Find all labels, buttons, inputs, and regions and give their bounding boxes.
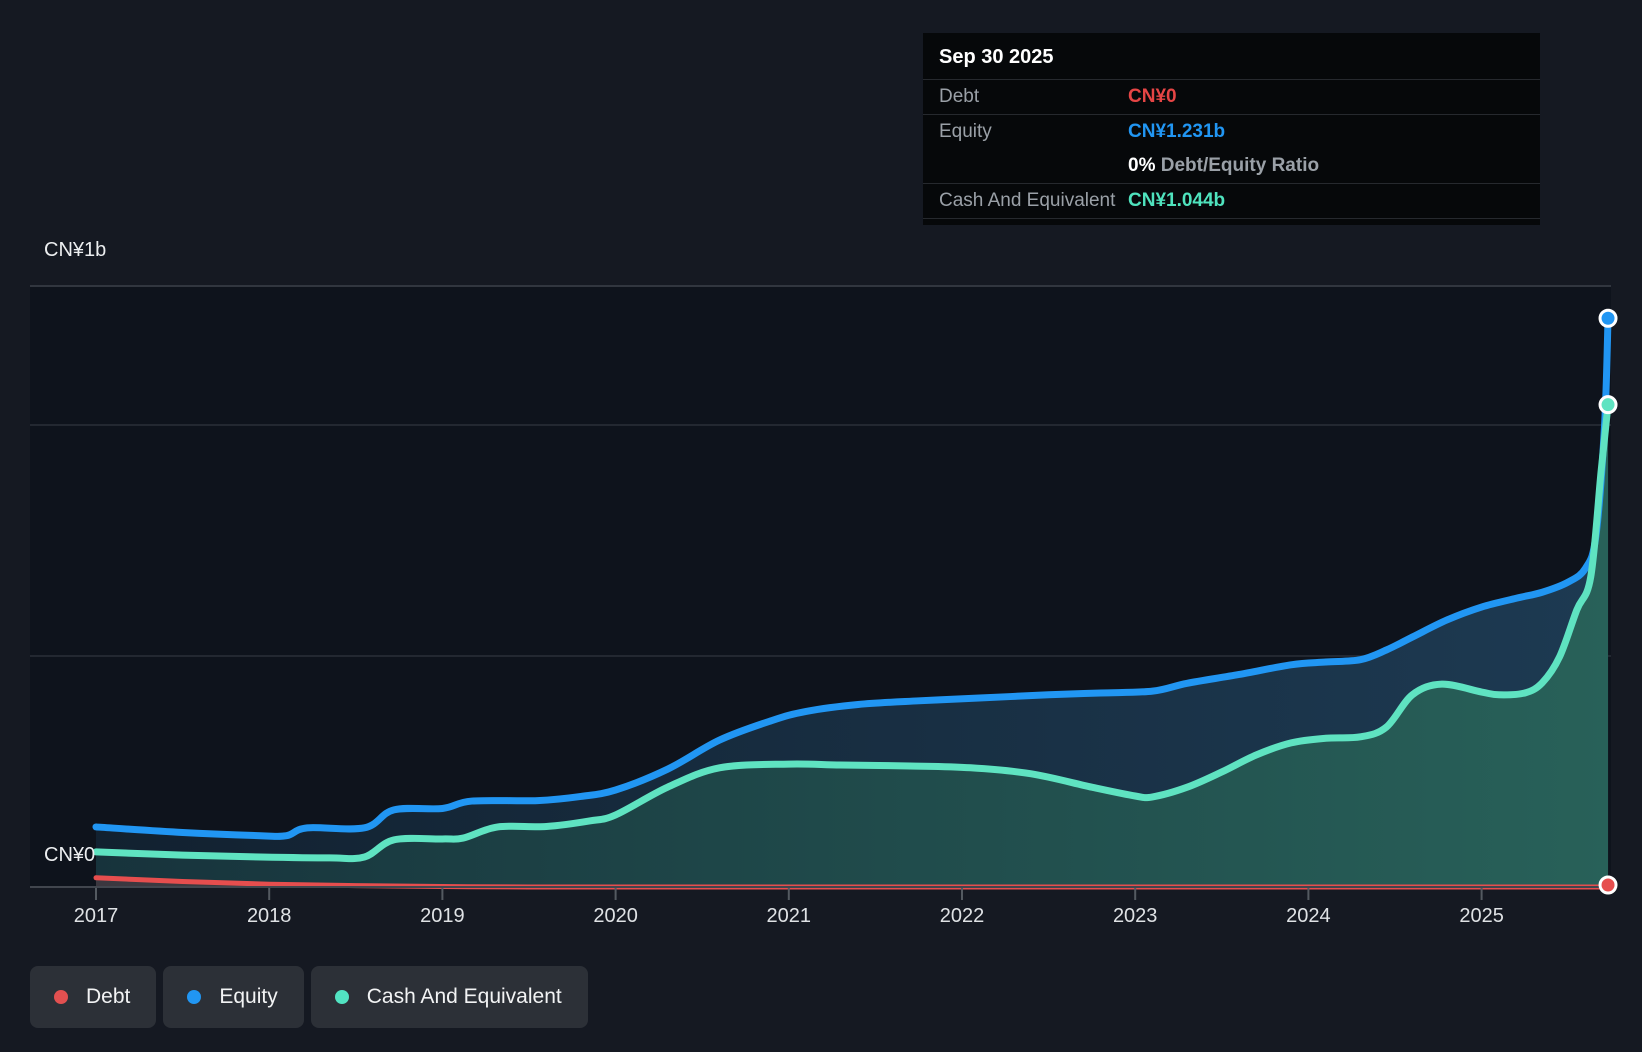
equity-area bbox=[96, 318, 1609, 887]
tooltip-row-ratio: 0% Debt/Equity Ratio bbox=[923, 149, 1540, 184]
x-axis-label: 2025 bbox=[1459, 905, 1504, 927]
cash-line bbox=[92, 401, 1612, 863]
x-axis-label: 2023 bbox=[1113, 905, 1158, 927]
x-axis-label: 2022 bbox=[940, 905, 985, 927]
x-axis-label: 2019 bbox=[420, 905, 465, 927]
x-axis-label: 2024 bbox=[1286, 905, 1331, 927]
legend-item-debt[interactable]: Debt bbox=[30, 966, 157, 1028]
tooltip-equity-value: CN¥1.231b bbox=[1128, 121, 1226, 142]
debt-end-marker bbox=[1598, 875, 1618, 895]
equity-series-dot-icon bbox=[187, 990, 202, 1004]
legend-item-debt-label: Debt bbox=[86, 985, 131, 1008]
debt-series-dot-icon bbox=[54, 990, 68, 1004]
x-axis-label: 2021 bbox=[767, 905, 812, 927]
y-axis-max-label: CN¥1b bbox=[44, 239, 107, 261]
tooltip-ratio-label: Debt/Equity Ratio bbox=[1160, 155, 1320, 176]
chart-tooltip: Sep 30 2025 Debt CN¥0 Equity CN¥1.231b 0… bbox=[923, 33, 1540, 225]
tooltip-cash-label: Cash And Equivalent bbox=[939, 190, 1116, 211]
tooltip-ratio-percent: 0% bbox=[1128, 155, 1156, 176]
equity-line bbox=[92, 314, 1612, 840]
y-axis-zero-label: CN¥0 bbox=[44, 844, 96, 866]
tooltip-row-cash: Cash And Equivalent CN¥1.044b bbox=[923, 184, 1540, 219]
x-axis-label: 2020 bbox=[593, 905, 638, 927]
legend-item-cash-label: Cash And Equivalent bbox=[366, 985, 562, 1008]
tooltip-row-equity: Equity CN¥1.231b bbox=[923, 115, 1540, 149]
tooltip-equity-label: Equity bbox=[939, 121, 992, 142]
chart-legend: Debt Equity Cash And Equivalent bbox=[30, 966, 588, 1028]
cash-area bbox=[96, 404, 1609, 887]
legend-item-cash[interactable]: Cash And Equivalent bbox=[310, 966, 588, 1028]
tooltip-debt-value: CN¥0 bbox=[1128, 86, 1177, 107]
x-axis-label: 2018 bbox=[247, 905, 292, 927]
x-axis-label: 2017 bbox=[74, 905, 119, 927]
equity-end-marker bbox=[1598, 308, 1618, 328]
tooltip-date: Sep 30 2025 bbox=[923, 33, 1540, 80]
legend-item-equity[interactable]: Equity bbox=[163, 966, 304, 1028]
cash-end-marker bbox=[1598, 395, 1618, 415]
tooltip-cash-value: CN¥1.044b bbox=[1128, 190, 1226, 211]
cash-series-dot-icon bbox=[334, 990, 349, 1004]
legend-item-equity-label: Equity bbox=[219, 985, 278, 1008]
tooltip-debt-label: Debt bbox=[939, 86, 980, 107]
tooltip-row-debt: Debt CN¥0 bbox=[923, 80, 1540, 115]
